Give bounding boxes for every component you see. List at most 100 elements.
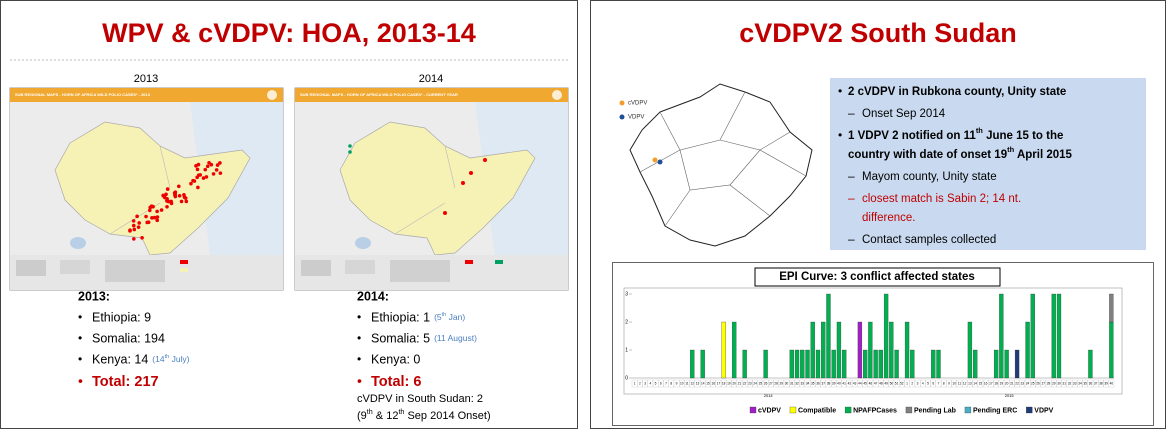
chart-title-box — [754, 267, 1001, 287]
bar — [732, 321, 737, 379]
bar — [805, 349, 810, 379]
text-part: & 12 — [373, 410, 399, 422]
bar — [800, 349, 805, 379]
list-total: Total: 217 — [92, 374, 159, 390]
bar — [1051, 293, 1056, 379]
case-dot — [211, 172, 216, 176]
legend-swatch — [1026, 406, 1033, 414]
case-dot — [205, 164, 210, 169]
x-tick-label: 29 — [780, 381, 784, 385]
x-tick-label: 31 — [790, 381, 794, 385]
x-tick-label: 30 — [785, 381, 789, 385]
x-tick-label: 10 — [680, 381, 684, 385]
bar — [1088, 349, 1093, 379]
bar — [889, 321, 894, 379]
x-tick-label: 26 — [764, 381, 768, 385]
case-dot — [144, 214, 148, 219]
text-line: 2 cVDPV in Rubkona county, Unity state — [848, 86, 1066, 98]
x-tick-label: 43 — [853, 381, 857, 385]
y-tick-label: 3 — [625, 291, 628, 297]
bullet: – — [848, 191, 855, 205]
x-tick-label: 5 — [655, 381, 657, 385]
bar — [842, 349, 847, 379]
text-part: Mayom county, Unity state — [862, 171, 997, 183]
bar — [936, 349, 941, 379]
case-dot — [140, 235, 144, 240]
bullet-box — [830, 78, 1146, 250]
bar — [789, 349, 794, 379]
bar — [821, 321, 826, 379]
superscript: th — [367, 408, 373, 416]
case-dot — [218, 161, 222, 165]
case-dot — [173, 191, 177, 196]
bar — [894, 349, 899, 379]
text-part: (14 — [152, 354, 165, 364]
bar — [1109, 321, 1114, 379]
x-tick-label: 38 — [1099, 381, 1103, 385]
legend-swatch — [844, 406, 852, 414]
case-dot — [177, 193, 182, 198]
bar — [967, 321, 973, 379]
x-tick-label: 52 — [900, 381, 904, 385]
list-item: Kenya: 14 — [92, 352, 148, 366]
case-dot — [155, 218, 160, 223]
y-tick-label: 2 — [625, 319, 628, 325]
case-dot — [131, 223, 136, 228]
map-year: 2013 — [134, 73, 158, 85]
case-dot — [148, 208, 152, 213]
bar — [1109, 293, 1114, 323]
x-tick-label: 37 — [1094, 381, 1098, 385]
x-tick-label: 12 — [690, 381, 694, 385]
legend-swatch — [789, 406, 797, 414]
x-tick-label: 32 — [1068, 381, 1072, 385]
case-dot — [164, 192, 168, 197]
x-tick-label: 11 — [685, 381, 689, 385]
x-tick-label: 18 — [722, 381, 726, 385]
x-tick-label: 3 — [917, 381, 919, 385]
text-part: Jan) — [446, 312, 465, 322]
bullet: • — [357, 352, 361, 366]
x-tick-label: 34 — [806, 381, 810, 385]
bullet: • — [838, 128, 842, 142]
x-tick-label: 48 — [879, 381, 883, 385]
x-tick-label: 36 — [1089, 381, 1093, 385]
bar — [993, 349, 999, 379]
x-tick-label: 15 — [979, 381, 983, 385]
superscript: th — [1007, 145, 1014, 154]
x-tick-label: 17 — [989, 381, 993, 385]
list-item: Somalia: 5 — [371, 331, 430, 345]
bullet: • — [78, 331, 82, 345]
bar — [863, 349, 868, 379]
chart-title: EPI Curve: 3 conflict affected states — [779, 271, 975, 283]
x-tick-label: 4 — [649, 381, 651, 385]
plot-frame — [623, 287, 1123, 395]
case-dot — [165, 204, 169, 209]
text-line: (14th July) — [152, 354, 189, 364]
x-tick-label: 35 — [1083, 381, 1087, 385]
x-tick-label: 1 — [906, 381, 908, 385]
legend-label: Pending ERC — [973, 407, 1017, 414]
x-tick-label: 25 — [759, 381, 763, 385]
x-tick-label: 13 — [968, 381, 972, 385]
bar — [1004, 349, 1009, 379]
x-tick-label: 41 — [842, 381, 846, 385]
x-tick-label: 51 — [895, 381, 899, 385]
case-dot — [177, 184, 181, 189]
list-total: Total: 6 — [371, 374, 421, 390]
map-2013: SUB REGIONAL MAPS - HORN OF AFRICA WILD … — [9, 87, 284, 291]
x-tick-label: 46 — [869, 381, 873, 385]
case-dot — [195, 167, 200, 172]
x-tick-label: 9 — [948, 381, 950, 385]
bar — [1014, 349, 1020, 379]
case-dot — [152, 215, 157, 220]
case-dot — [204, 175, 209, 179]
legend-label: cVDPV — [758, 407, 781, 414]
x-tick-label: 23 — [748, 381, 752, 385]
bar — [873, 349, 878, 379]
x-tick-label: 26 — [1036, 381, 1040, 385]
x-tick-label: 42 — [848, 381, 852, 385]
list-item: Ethiopia: 1 — [371, 310, 430, 324]
legend-swatch — [964, 406, 972, 414]
x-tick-label: 37 — [821, 381, 825, 385]
